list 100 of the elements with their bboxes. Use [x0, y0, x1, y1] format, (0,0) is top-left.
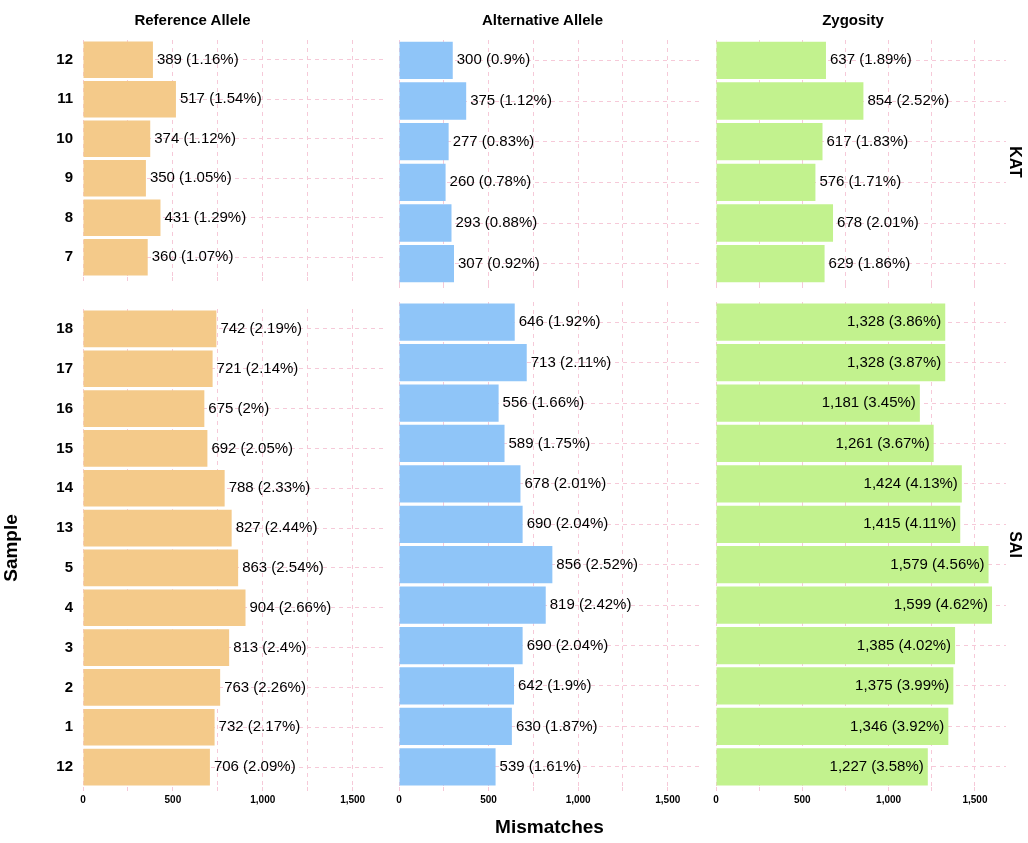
bar — [399, 586, 546, 624]
bar — [399, 424, 505, 463]
x-tick-label: 1,500 — [655, 793, 681, 805]
data-label: 1,261 (3.67%) — [835, 433, 930, 451]
bar — [399, 626, 523, 665]
bar — [399, 204, 452, 242]
y-tick-label: 17 — [56, 358, 73, 376]
data-label: 646 (1.92%) — [518, 312, 601, 330]
y-tick-label: 12 — [56, 49, 73, 67]
data-label: 629 (1.86%) — [828, 253, 911, 271]
bar — [83, 469, 225, 507]
y-tick-label: 12 — [56, 757, 73, 775]
x-tick-label: 500 — [480, 793, 498, 805]
y-tick-label: 14 — [56, 478, 74, 496]
data-label: 690 (2.04%) — [526, 635, 609, 653]
bar — [399, 667, 515, 705]
data-label: 692 (2.05%) — [211, 438, 294, 456]
bar — [399, 546, 553, 584]
data-label: 1,579 (4.56%) — [890, 554, 985, 572]
bar — [83, 748, 210, 786]
data-label: 350 (1.05%) — [149, 168, 232, 186]
bar — [83, 629, 230, 666]
bar — [83, 160, 146, 197]
bar — [83, 81, 176, 118]
x-tick-label: 1,500 — [962, 793, 988, 805]
data-label: 617 (1.83%) — [826, 131, 909, 149]
data-label: 517 (1.54%) — [179, 89, 262, 107]
bar — [716, 384, 920, 422]
data-label: 1,346 (3.92%) — [850, 716, 945, 734]
data-label: 819 (2.42%) — [549, 595, 632, 613]
bar — [399, 465, 521, 503]
bar — [83, 430, 208, 467]
bar — [716, 707, 949, 745]
y-tick-label: 15 — [56, 438, 73, 456]
y-tick-label: 4 — [64, 597, 74, 615]
bar — [399, 82, 467, 120]
x-tick-label: 1,000 — [250, 793, 276, 805]
data-label: 1,328 (3.86%) — [847, 312, 942, 330]
bar — [83, 120, 151, 157]
x-tick-label: 0 — [396, 793, 403, 805]
data-label: 642 (1.9%) — [518, 676, 592, 694]
bar — [716, 465, 962, 503]
x-tick-label: 1,000 — [565, 793, 592, 805]
bar — [83, 41, 153, 78]
bar — [83, 509, 232, 547]
data-label: 374 (1.12%) — [154, 128, 236, 146]
bar — [716, 586, 993, 624]
bar — [83, 390, 205, 427]
data-label: 1,375 (3.99%) — [855, 676, 950, 694]
x-tick-label: 500 — [793, 793, 812, 805]
bar — [83, 708, 215, 746]
bar — [716, 204, 834, 242]
data-label: 277 (0.83%) — [452, 131, 535, 149]
data-label: 556 (1.66%) — [502, 393, 585, 411]
bar — [83, 549, 239, 587]
data-label: 690 (2.04%) — [526, 514, 609, 532]
x-tick-label: 1,000 — [876, 793, 902, 805]
bar — [716, 41, 826, 80]
data-label: 678 (2.01%) — [524, 474, 607, 492]
chart-title: Reference Allele — [134, 11, 251, 29]
data-label: 732 (2.17%) — [218, 717, 301, 735]
chart-title: Zygosity — [822, 11, 885, 29]
bar — [399, 505, 523, 543]
x-tick-label: 500 — [164, 793, 182, 805]
y2-axis-title: KAT — [1006, 146, 1024, 179]
data-label: 763 (2.26%) — [224, 677, 306, 695]
bar — [399, 384, 499, 422]
data-label: 788 (2.33%) — [228, 478, 311, 496]
x-axis-title: Mismatches — [495, 815, 604, 837]
bar — [716, 163, 816, 202]
bar — [716, 505, 961, 543]
y2-axis-title: SAI — [1006, 531, 1024, 558]
data-label: 827 (2.44%) — [235, 518, 318, 536]
bar — [399, 163, 446, 202]
bar — [83, 350, 213, 388]
data-label: 904 (2.66%) — [249, 597, 332, 615]
data-label: 1,227 (3.58%) — [829, 756, 924, 774]
data-label: 1,181 (3.45%) — [821, 393, 916, 411]
bar — [399, 707, 512, 745]
bar — [399, 303, 515, 341]
y-tick-label: 11 — [57, 89, 73, 107]
data-label: 360 (1.07%) — [151, 247, 234, 265]
data-label: 539 (1.61%) — [499, 756, 582, 774]
bar — [716, 546, 989, 584]
bar — [716, 667, 954, 705]
bar — [83, 310, 217, 348]
y-tick-label: 3 — [64, 637, 73, 655]
bar — [83, 669, 221, 706]
bar — [399, 748, 496, 786]
data-label: 589 (1.75%) — [508, 433, 591, 451]
bar — [399, 344, 527, 382]
x-tick-label: 0 — [80, 793, 87, 805]
bar — [716, 122, 823, 161]
bar — [716, 244, 825, 283]
data-label: 678 (2.01%) — [837, 213, 919, 231]
data-label: 1,415 (4.11%) — [863, 514, 957, 532]
bar — [716, 344, 946, 382]
bar — [399, 41, 453, 80]
data-label: 307 (0.92%) — [458, 253, 540, 271]
data-label: 389 (1.16%) — [156, 49, 239, 67]
